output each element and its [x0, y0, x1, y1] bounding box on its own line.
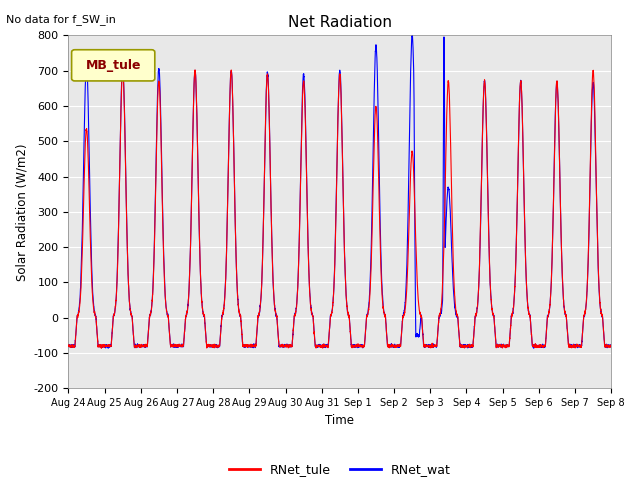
Legend: RNet_tule, RNet_wat: RNet_tule, RNet_wat	[224, 458, 456, 480]
Y-axis label: Solar Radiation (W/m2): Solar Radiation (W/m2)	[15, 143, 28, 281]
X-axis label: Time: Time	[325, 414, 355, 427]
Text: No data for f_SW_in: No data for f_SW_in	[6, 14, 116, 25]
Text: MB_tule: MB_tule	[86, 59, 141, 72]
Title: Net Radiation: Net Radiation	[288, 15, 392, 30]
